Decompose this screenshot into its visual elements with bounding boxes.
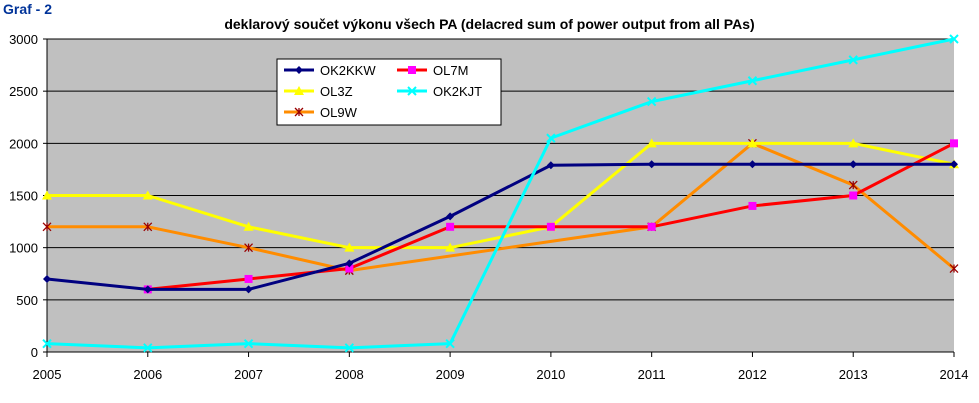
y-tick-label: 0 — [31, 345, 38, 360]
data-point-ok2kkw — [143, 285, 152, 294]
series-line-ok2kjt — [46, 37, 955, 350]
data-point-ol9w — [949, 264, 959, 273]
data-point-ol7m — [546, 222, 555, 231]
series-line-ok2kkw — [46, 162, 954, 291]
legend-item-ol7m: OL7M — [397, 63, 468, 78]
x-tick-label: 2005 — [33, 367, 62, 382]
data-point-ok2kkw — [748, 160, 757, 169]
legend-marker-ok2kkw — [295, 66, 303, 74]
data-point-ok2kkw — [43, 274, 51, 283]
data-point-ok2kkw — [546, 161, 555, 170]
legend-marker-ol7m — [408, 66, 416, 74]
data-point-ol7m — [849, 191, 858, 200]
data-point-ok2kjt — [747, 76, 758, 86]
data-point-ok2kjt — [445, 338, 455, 349]
x-tick-label: 2012 — [738, 367, 767, 382]
data-point-ol3z — [445, 242, 456, 252]
data-point-ol7m — [950, 139, 958, 148]
legend-box — [276, 58, 502, 126]
legend-marker-ol3z — [294, 86, 304, 95]
legend: OK2KKW OL7M OL3Z OK2KJT OL9W — [276, 58, 502, 126]
legend-item-ol3z: OL3Z — [284, 84, 353, 99]
x-tick-label: 2006 — [133, 367, 162, 382]
data-point-ol9w — [143, 222, 153, 232]
x-tick-label: 2010 — [536, 367, 565, 382]
data-point-ol3z — [646, 138, 657, 148]
data-point-ok2kkw — [345, 259, 354, 268]
data-point-ol7m — [244, 274, 253, 283]
series-ok2kjt — [42, 34, 959, 353]
data-point-ol7m — [345, 264, 354, 273]
data-point-ol7m — [748, 201, 757, 210]
y-tick-label: 1000 — [9, 241, 38, 256]
y-tick-label: 2500 — [9, 84, 38, 99]
legend-label-ok2kjt: OK2KJT — [433, 84, 482, 99]
data-point-ol3z — [42, 190, 52, 200]
series-line-ol9w — [47, 141, 955, 273]
legend-item-ol9w: OL9W — [284, 105, 358, 120]
legend-label-ol3z: OL3Z — [320, 84, 353, 99]
data-point-ok2kjt — [949, 34, 959, 44]
x-tick-label: 2014 — [940, 367, 969, 382]
axes: 0 500 1000 1500 2000 2500 3000 2005 2006 2007 2008… — [9, 32, 968, 382]
graf-label: Graf - 2 — [3, 1, 53, 17]
data-point-ol9w — [244, 243, 254, 253]
x-tick-label: 2009 — [436, 367, 465, 382]
data-point-ol7m — [446, 222, 455, 231]
legend-label-ol7m: OL7M — [433, 63, 468, 78]
data-point-ok2kjt — [42, 338, 52, 349]
legend-label-ok2kkw: OK2KKW — [320, 63, 376, 78]
y-tick-label: 500 — [16, 293, 38, 308]
x-tick-label: 2013 — [839, 367, 868, 382]
x-tick-label: 2007 — [234, 367, 263, 382]
data-point-ok2kjt — [243, 338, 254, 349]
series-line-ol3z — [47, 141, 955, 250]
data-point-ok2kkw — [647, 160, 656, 169]
chart-title: deklarový součet výkonu všech PA (delacr… — [224, 16, 755, 32]
data-point-ok2kjt — [344, 343, 355, 353]
data-point-ok2kjt — [646, 96, 657, 107]
data-point-ok2kjt — [546, 133, 556, 143]
legend-marker-ol9w — [294, 107, 304, 117]
data-point-ol3z — [747, 138, 758, 148]
x-tick-label: 2011 — [638, 367, 666, 382]
series-layer — [42, 34, 959, 353]
data-point-ol9w — [848, 180, 858, 190]
data-point-ok2kkw — [446, 212, 455, 221]
data-point-ol7m — [647, 222, 656, 231]
legend-item-ok2kkw: OK2KKW — [284, 63, 376, 78]
data-point-ol3z — [243, 221, 254, 231]
legend-label-ol9w: OL9W — [320, 105, 358, 120]
data-point-ok2kkw — [849, 160, 858, 169]
legend-marker-ok2kjt — [407, 86, 417, 96]
data-point-ok2kjt — [848, 55, 858, 65]
legend-item-ok2kjt: OK2KJT — [397, 84, 482, 99]
data-point-ol3z — [344, 242, 355, 252]
y-tick-label: 2000 — [9, 136, 38, 151]
data-point-ol3z — [142, 190, 153, 200]
series-ok2kkw — [43, 160, 958, 294]
data-point-ol9w — [42, 222, 52, 232]
data-point-ol3z — [848, 138, 859, 148]
y-tick-label: 1500 — [9, 189, 38, 204]
x-tick-label: 2008 — [335, 367, 364, 382]
data-point-ok2kjt — [143, 343, 153, 353]
y-tick-label: 3000 — [9, 32, 38, 47]
data-point-ok2kkw — [244, 285, 253, 294]
data-point-ok2kkw — [950, 160, 958, 169]
